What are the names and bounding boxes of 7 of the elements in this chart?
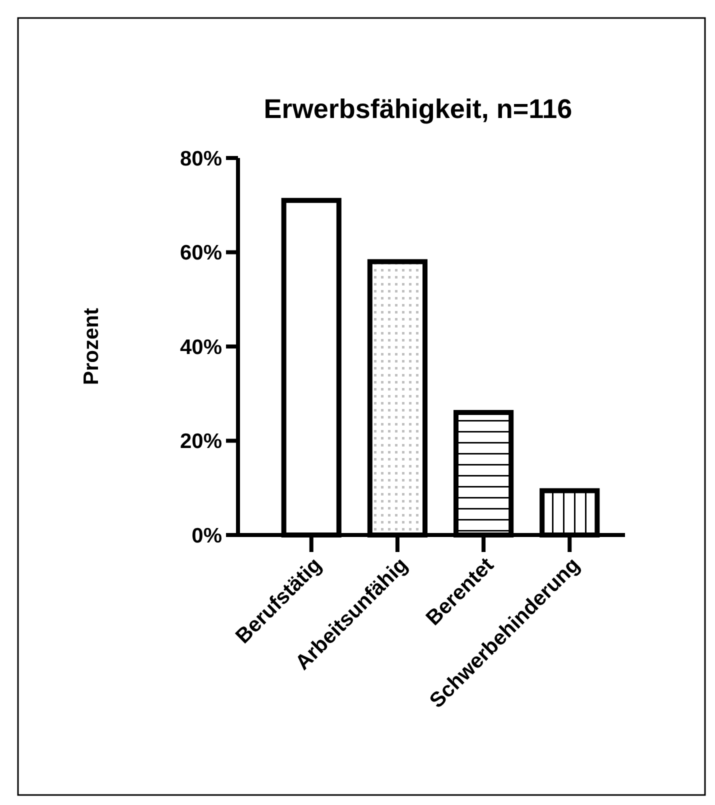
y-tick-label: 60% <box>180 242 222 265</box>
y-axis-title: Prozent <box>80 308 103 386</box>
y-tick-label: 0% <box>192 524 222 548</box>
y-tick-label: 20% <box>180 430 222 454</box>
y-tick-label: 40% <box>180 336 222 359</box>
chart-title: Erwerbsfähigkeit, n=116 <box>264 94 572 124</box>
y-tick-label: 80% <box>180 147 222 170</box>
